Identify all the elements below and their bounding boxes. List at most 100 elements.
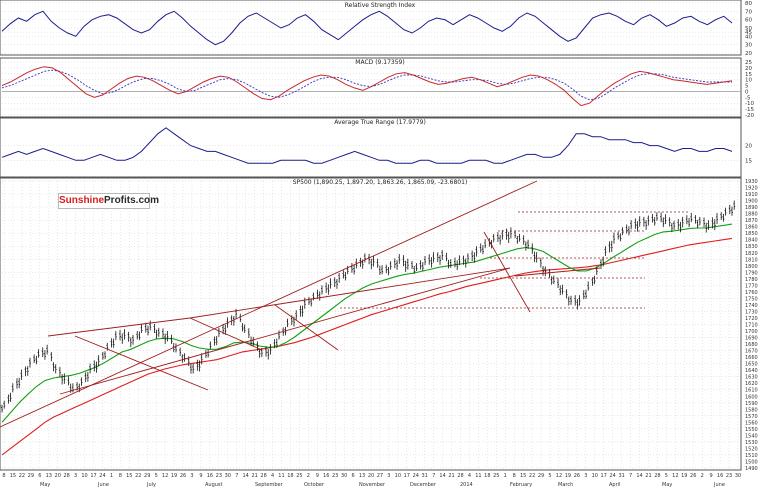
- x-tick-label: 2: [307, 473, 310, 479]
- trendline: [0, 180, 538, 428]
- x-tick-label: 7: [432, 473, 435, 479]
- y-tick-label: 1540: [745, 433, 758, 439]
- x-tick-label: 9: [710, 473, 713, 479]
- x-tick-label: 25: [493, 473, 499, 479]
- x-tick-label: 26: [180, 473, 186, 479]
- y-tick-label: 1810: [745, 257, 758, 263]
- x-tick-label: 28: [654, 473, 660, 479]
- x-tick-label: 22: [135, 473, 141, 479]
- y-tick-label: 60: [745, 18, 752, 24]
- y-tick-label: 15: [745, 158, 752, 164]
- x-tick-label: 23: [332, 473, 338, 479]
- x-tick-label: 18: [287, 473, 293, 479]
- y-tick-label: -20: [745, 113, 754, 119]
- y-tick-label: 1580: [745, 407, 758, 413]
- x-tick-label: 9: [199, 473, 202, 479]
- y-tick-label: 20: [745, 144, 752, 150]
- y-tick-label: 1670: [745, 349, 758, 355]
- x-tick-label: 7: [235, 473, 238, 479]
- x-tick-label: 17: [404, 473, 410, 479]
- macd-signal-line: [1, 69, 732, 101]
- x-tick-label: 16: [717, 473, 723, 479]
- y-tick-label: 1590: [745, 401, 758, 407]
- macd-title: MACD (9.17359): [355, 59, 404, 66]
- x-tick-label: 20: [55, 473, 61, 479]
- y-tick-label: 1710: [745, 323, 758, 329]
- x-tick-label: 30: [735, 473, 741, 479]
- y-tick-label: -10: [745, 101, 754, 107]
- x-tick-label: 10: [592, 473, 598, 479]
- trendline: [47, 317, 191, 337]
- y-tick-label: 20: [745, 51, 752, 57]
- x-tick-label: 30: [341, 473, 347, 479]
- x-month-label: October: [304, 482, 325, 488]
- y-tick-label: 1930: [745, 179, 758, 185]
- sma200-line: [1, 237, 733, 456]
- y-tick-label: 1600: [745, 394, 758, 400]
- y-tick-label: 1770: [745, 283, 758, 289]
- y-tick-label: 1520: [745, 446, 758, 452]
- x-tick-label: 22: [19, 473, 25, 479]
- x-month-label: May: [662, 482, 672, 488]
- x-tick-label: 21: [448, 473, 454, 479]
- x-month-label: August: [205, 482, 223, 488]
- x-tick-label: 6: [38, 473, 41, 479]
- macd-line: [1, 66, 733, 107]
- x-tick-label: 8: [2, 473, 5, 479]
- x-tick-label: 18: [484, 473, 490, 479]
- y-tick-label: 1610: [745, 388, 758, 394]
- y-tick-label: 70: [745, 9, 752, 15]
- trend-annotations: [0, 180, 690, 428]
- x-tick-label: 4: [468, 473, 471, 479]
- y-tick-label: 1530: [745, 440, 758, 446]
- x-tick-label: 11: [278, 473, 284, 479]
- x-tick-label: 12: [556, 473, 562, 479]
- trendline: [189, 317, 263, 351]
- macd-panel-frame: [0, 57, 742, 118]
- y-tick-label: 1860: [745, 225, 758, 231]
- x-tick-label: 16: [323, 473, 329, 479]
- x-tick-label: 1: [504, 473, 507, 479]
- atr-line: [1, 127, 733, 164]
- x-tick-label: 21: [645, 473, 651, 479]
- y-tick-label: 30: [745, 43, 752, 49]
- x-tick-label: 25: [296, 473, 302, 479]
- x-tick-label: 5: [665, 473, 668, 479]
- x-month-label: June: [97, 482, 109, 488]
- x-tick-label: 19: [681, 473, 687, 479]
- y-tick-label: 10: [745, 78, 752, 84]
- trendline: [514, 267, 601, 277]
- rsi-title: Relative Strength Index: [345, 2, 416, 9]
- x-tick-label: 15: [10, 473, 16, 479]
- y-tick-label: 20: [745, 66, 752, 72]
- trendline: [59, 267, 511, 395]
- x-tick-label: 21: [251, 473, 257, 479]
- x-tick-label: 27: [377, 473, 383, 479]
- price-bars: [0, 200, 736, 413]
- y-tick-label: 1740: [745, 303, 758, 309]
- y-tick-label: 40: [745, 34, 752, 40]
- y-tick-label: 1890: [745, 205, 758, 211]
- y-tick-label: 1830: [745, 244, 758, 250]
- y-tick-label: 25: [745, 60, 752, 66]
- x-month-label: April: [609, 482, 620, 488]
- gridlines: [2, 2, 740, 469]
- y-tick-label: 1500: [745, 459, 758, 465]
- x-tick-label: 24: [609, 473, 615, 479]
- x-tick-label: 3: [74, 473, 77, 479]
- x-tick-label: 1: [110, 473, 113, 479]
- rsi-line: [1, 10, 733, 46]
- x-month-label: September: [255, 482, 284, 488]
- price-panel-frame: [0, 177, 742, 471]
- x-tick-label: 5: [548, 473, 551, 479]
- y-tick-label: -15: [745, 107, 754, 113]
- sunshine-profits-logo: SunshineProfits.com: [58, 193, 159, 209]
- x-tick-label: 11: [475, 473, 481, 479]
- sma50-line: [1, 223, 733, 423]
- y-tick-label: 0: [745, 89, 749, 95]
- y-tick-label: 1510: [745, 453, 758, 459]
